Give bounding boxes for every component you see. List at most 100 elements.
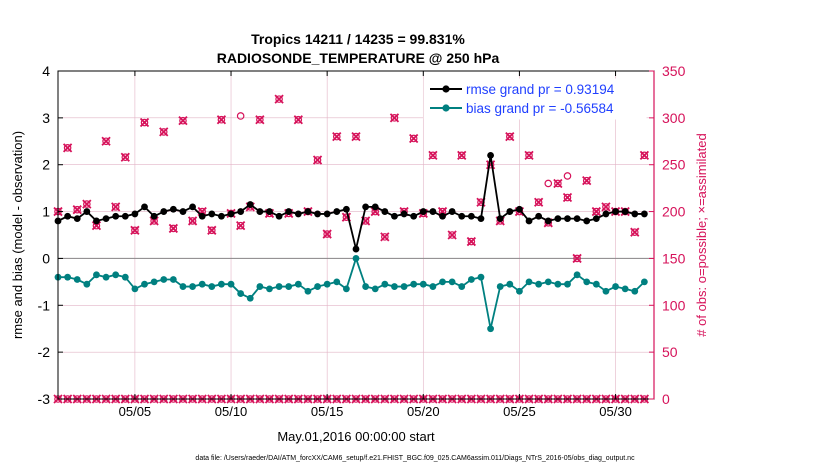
obs-assimilated-marker xyxy=(562,192,573,203)
obs-possible-marker xyxy=(256,115,264,124)
rmse-point xyxy=(208,210,216,218)
bias-point xyxy=(314,283,321,290)
rmse-point xyxy=(227,210,235,218)
obs-assimilated-marker xyxy=(457,150,467,160)
rmse-point xyxy=(458,212,466,220)
obs-possible-marker xyxy=(544,179,553,188)
obs-possible-marker xyxy=(140,118,149,127)
obs-possible-marker xyxy=(563,193,572,202)
obs-assimilated-marker xyxy=(72,205,82,215)
obs-assimilated-marker xyxy=(178,116,188,126)
obs-assimilated-marker xyxy=(159,127,169,137)
rmse-point xyxy=(362,203,370,211)
legend-box xyxy=(423,78,647,120)
rmse-point xyxy=(352,245,360,253)
obs-possible-marker xyxy=(121,153,130,162)
bias-point xyxy=(333,278,341,286)
obs-assimilated-marker xyxy=(139,117,150,128)
obs-possible-marker xyxy=(169,224,178,233)
obs-assimilated-marker xyxy=(168,223,178,234)
rmse-point xyxy=(496,215,504,223)
rmse-point xyxy=(419,208,427,215)
rmse-point xyxy=(573,215,581,223)
rmse-point xyxy=(256,208,264,215)
bias-point xyxy=(304,287,312,295)
x-tick-label: 05/05 xyxy=(119,404,152,419)
obs-assimilated-marker xyxy=(111,202,121,212)
obs-assimilated-marker xyxy=(341,212,352,222)
rmse-point xyxy=(602,210,610,218)
bias-point xyxy=(400,283,408,290)
y-tick-label-left: -3 xyxy=(38,391,51,407)
obs-assimilated-marker xyxy=(505,131,515,142)
bias-point xyxy=(516,287,523,295)
obs-possible-marker xyxy=(630,228,639,236)
bias-point xyxy=(266,285,273,293)
rmse-point xyxy=(487,151,494,159)
legend-bias-marker xyxy=(442,104,450,112)
bias-point xyxy=(246,294,254,302)
obs-assimilated-marker xyxy=(274,94,284,104)
bias-point xyxy=(294,280,302,288)
obs-possible-marker xyxy=(592,207,601,216)
bias-point xyxy=(439,278,446,286)
bias-point xyxy=(477,273,485,281)
y-tick-label-left: -1 xyxy=(38,297,51,313)
rmse-point xyxy=(429,208,437,215)
obs-assimilated-marker xyxy=(351,131,361,142)
obs-assimilated-marker xyxy=(601,202,611,212)
bias-point xyxy=(496,283,504,290)
x-tick-label: 05/30 xyxy=(599,404,632,419)
obs-assimilated-marker xyxy=(187,216,198,226)
y-tick-label-left: 2 xyxy=(42,157,50,173)
rmse-point xyxy=(477,215,485,223)
rmse-point xyxy=(371,203,379,211)
rmse-point xyxy=(73,215,81,223)
rmse-point xyxy=(333,208,341,215)
bias-point xyxy=(342,285,350,293)
obs-assimilated-marker xyxy=(572,253,582,264)
rmse-point xyxy=(525,217,533,225)
obs-possible-marker xyxy=(179,116,187,125)
obs-assimilated-marker xyxy=(534,197,544,207)
y-tick-label-right: 250 xyxy=(662,157,686,173)
bias-point xyxy=(131,285,139,293)
rmse-point xyxy=(102,215,110,223)
bias-point xyxy=(381,280,389,288)
obs-assimilated-marker xyxy=(216,115,227,125)
obs-possible-marker xyxy=(390,114,399,122)
bias-point xyxy=(208,283,216,290)
bias-point xyxy=(564,280,571,288)
obs-possible-marker xyxy=(159,128,168,136)
obs-assimilated-marker xyxy=(255,115,265,125)
obs-possible-marker xyxy=(188,217,197,225)
bias-point xyxy=(73,276,81,283)
bias-point xyxy=(141,280,148,288)
bias-point xyxy=(352,255,360,262)
rmse-point xyxy=(323,210,331,218)
y-tick-label-right: 200 xyxy=(662,204,686,220)
obs-possible-marker xyxy=(486,160,495,169)
bias-point xyxy=(237,290,245,297)
y-tick-label-left: 0 xyxy=(42,250,50,266)
obs-possible-marker xyxy=(582,176,591,185)
bias-point xyxy=(602,287,610,295)
x-tick-label: 05/10 xyxy=(215,404,248,419)
rmse-point xyxy=(554,215,562,223)
obs-possible-marker xyxy=(457,151,466,160)
obs-possible-marker xyxy=(525,151,533,160)
rmse-point xyxy=(564,215,571,223)
rmse-point xyxy=(381,208,389,215)
rmse-point xyxy=(93,217,100,225)
rmse-point xyxy=(314,210,321,218)
bias-point xyxy=(525,278,533,286)
bias-point xyxy=(275,283,283,290)
obs-assimilated-marker xyxy=(332,131,342,142)
bias-point xyxy=(112,271,120,279)
obs-possible-marker xyxy=(467,237,476,246)
bias-point xyxy=(640,278,648,286)
bias-point xyxy=(448,278,456,286)
y-tick-label-right: 0 xyxy=(662,391,670,407)
rmse-point xyxy=(237,208,245,215)
y-tick-label-left: 4 xyxy=(42,63,50,79)
